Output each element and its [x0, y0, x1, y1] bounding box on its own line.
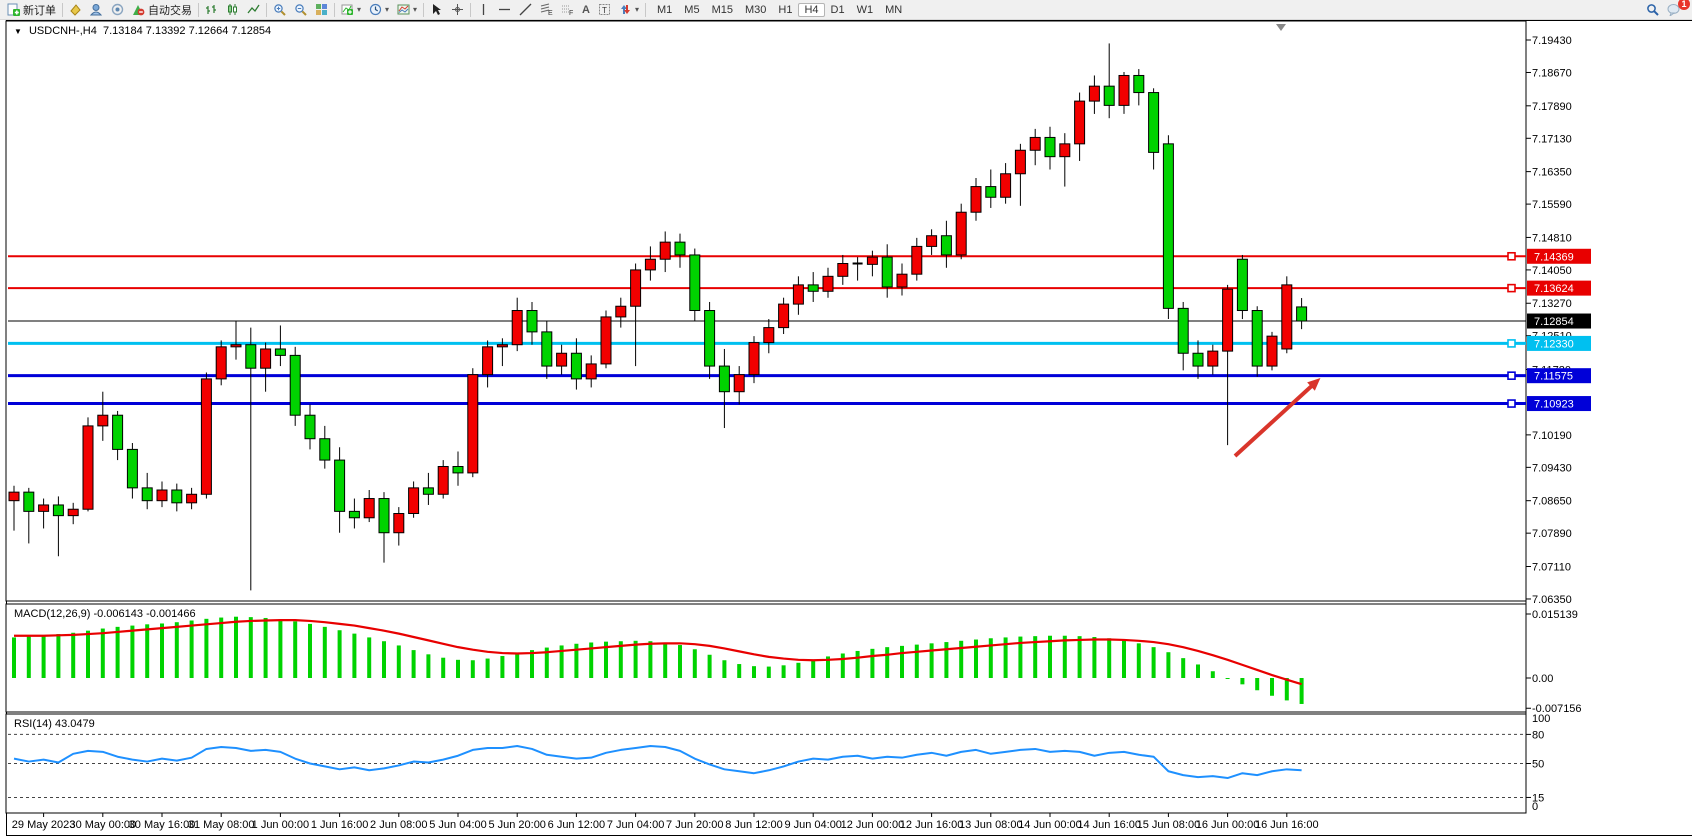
- toolbar-separator: [334, 2, 335, 17]
- trendline-button[interactable]: [515, 2, 536, 17]
- bar-chart-icon: [205, 3, 218, 16]
- indicators-button[interactable]: ▾: [337, 2, 365, 17]
- rsi-label: RSI(14) 43.0479: [14, 718, 95, 730]
- search-icon: [1646, 3, 1659, 16]
- contacts-icon: [89, 3, 103, 16]
- text-icon: A: [582, 3, 590, 16]
- toolbar-separator: [645, 2, 647, 17]
- zoom-in-icon: [273, 3, 286, 16]
- symbol-label: USDCNH-,H4: [28, 25, 97, 37]
- new-order-icon: [7, 3, 20, 16]
- timeframe-d1[interactable]: D1: [830, 3, 845, 16]
- toolbar-separator: [266, 2, 267, 17]
- chart-window: [6, 20, 1692, 836]
- notification-badge: 1: [1678, 0, 1690, 10]
- quote-ohlc: 7.13184 7.13392 7.12664 7.12854: [102, 25, 272, 37]
- svg-text:T: T: [602, 6, 607, 15]
- timeframe-m5[interactable]: M5: [684, 3, 700, 16]
- periods-icon: [369, 3, 382, 16]
- hline-button[interactable]: [494, 2, 515, 17]
- chart-title: ▼ USDCNH-,H4 7.13184 7.13392 7.12664 7.1…: [14, 25, 271, 37]
- timeframe-w1[interactable]: W1: [856, 3, 874, 16]
- autotrade-button[interactable]: 自动交易: [128, 1, 196, 19]
- new-order-label: 新订单: [23, 4, 56, 17]
- autotrade-label: 自动交易: [148, 4, 192, 17]
- toolbar: 新订单 自动交易 ▾: [0, 0, 1692, 20]
- zoom-out-icon: [294, 3, 307, 16]
- bucket-icon: [69, 3, 82, 16]
- zoom-out-button[interactable]: [290, 2, 311, 17]
- arrows-button[interactable]: ▾: [615, 2, 643, 17]
- tile-windows-icon: [315, 3, 328, 16]
- fibo-e-icon: E: [540, 3, 553, 17]
- vertical-line-icon: [477, 3, 490, 16]
- symbol-collapse-icon[interactable]: ▼: [14, 27, 22, 36]
- toolbar-separator: [198, 2, 199, 17]
- crosshair-button[interactable]: [447, 2, 468, 17]
- fibo-fan-button[interactable]: F: [557, 2, 578, 17]
- crosshair-icon: [451, 3, 464, 16]
- timeframe-m15[interactable]: M15: [711, 3, 733, 16]
- templates-icon: [397, 3, 410, 16]
- signal-icon: [111, 3, 124, 16]
- timeframe-h4[interactable]: H4: [798, 2, 825, 17]
- text-label-icon: T: [598, 3, 611, 16]
- timeframe-m30[interactable]: M30: [744, 3, 767, 16]
- timeframe-group: M1 M5 M15 M30 H1 H4 D1 W1 MN: [648, 0, 911, 19]
- fibo-button[interactable]: E: [536, 2, 557, 17]
- line-chart-button[interactable]: [243, 2, 264, 17]
- toolbar-separator: [62, 2, 63, 17]
- signals-button[interactable]: [107, 2, 128, 17]
- market-watch-button[interactable]: [86, 2, 107, 17]
- toolbar-separator: [423, 2, 425, 17]
- templates-button[interactable]: ▾: [393, 2, 421, 17]
- chat-icon: [1667, 3, 1680, 18]
- styler-button[interactable]: [65, 2, 86, 17]
- bar-chart-button[interactable]: [201, 2, 222, 17]
- candle-chart-button[interactable]: [222, 2, 243, 17]
- notifications-button[interactable]: 1: [1663, 0, 1690, 18]
- label-button[interactable]: T: [594, 2, 615, 17]
- svg-text:E: E: [548, 10, 553, 16]
- macd-label: MACD(12,26,9) -0.006143 -0.001466: [14, 608, 196, 620]
- vline-button[interactable]: [473, 2, 494, 17]
- fibo-f-icon: F: [561, 3, 574, 17]
- line-chart-icon: [247, 3, 260, 16]
- autotrade-icon: [132, 3, 145, 16]
- cursor-icon: [430, 3, 443, 16]
- text-button[interactable]: A: [578, 3, 594, 17]
- indicators-icon: [341, 3, 354, 16]
- timeframe-h1[interactable]: H1: [778, 3, 793, 16]
- search-button[interactable]: [1642, 2, 1663, 17]
- horizontal-line-icon: [498, 3, 511, 16]
- zoom-in-button[interactable]: [269, 2, 290, 17]
- arrows-icon: [619, 3, 632, 16]
- tile-windows-button[interactable]: [311, 2, 332, 17]
- periods-button[interactable]: ▾: [365, 2, 393, 17]
- timeframe-m1[interactable]: M1: [657, 3, 673, 16]
- candlestick-chart-icon: [226, 3, 239, 16]
- timeframe-mn[interactable]: MN: [885, 3, 903, 16]
- cursor-button[interactable]: [426, 2, 447, 17]
- trendline-icon: [519, 3, 532, 16]
- svg-text:F: F: [569, 10, 573, 16]
- new-order-button[interactable]: 新订单: [3, 1, 60, 19]
- toolbar-separator: [470, 2, 472, 17]
